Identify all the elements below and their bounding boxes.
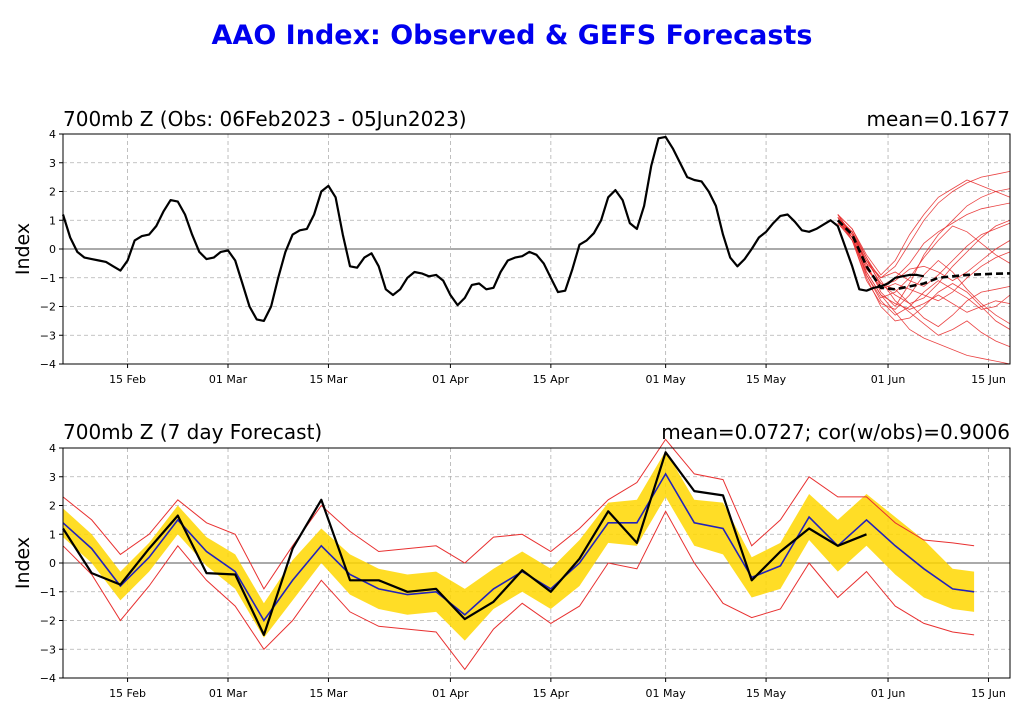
obs-panel-xtick-label: 15 Apr (533, 373, 570, 386)
panel-forecast-title: 700mb Z (7 day Forecast) (63, 420, 322, 444)
fc-panel-xtick-label: 01 May (646, 687, 687, 700)
panel-observed-mean: mean=0.1677 (867, 107, 1010, 131)
obs-panel-ytick-label: −4 (40, 358, 56, 371)
obs-panel-ytick-label: −1 (40, 272, 56, 285)
obs-panel-xtick-label: 01 May (646, 373, 687, 386)
panel-forecast-yticks: 4 3 2 1 0 −1 −2 −3 −4 (40, 442, 63, 685)
panel-observed-ylabel: Index (12, 223, 34, 275)
fc-panel-xtick-label: 15 Feb (109, 687, 146, 700)
fc-panel-xtick-label: 01 Jun (871, 687, 906, 700)
obs-panel-xtick-label: 01 Apr (432, 373, 469, 386)
ensemble-member-line (837, 214, 1011, 287)
obs-panel-xtick-label: 15 Mar (309, 373, 348, 386)
panel-observed-xticks: 15 Feb 01 Mar 15 Mar 01 Apr 15 Apr 01 May 15 M… (109, 364, 1006, 386)
obs-panel-ytick-label: 4 (49, 128, 56, 141)
obs-panel-ytick-label: 2 (49, 186, 56, 199)
obs-panel-ytick-label: −2 (40, 301, 56, 314)
panel-forecast-xticks: 15 Feb 01 Mar 15 Mar 01 Apr 15 Apr 01 May 15 M… (109, 678, 1006, 700)
ensemble-member-line (837, 179, 1011, 276)
fc-panel-ytick-label: 2 (49, 500, 56, 513)
ensemble-member-line (837, 217, 1011, 325)
fc-panel-ytick-label: 1 (49, 528, 56, 541)
member-max-line (62, 438, 975, 590)
fc-panel-xtick-label: 15 Mar (309, 687, 348, 700)
fc-panel-ytick-label: −4 (40, 672, 56, 685)
panel-observed-title: 700mb Z (Obs: 06Feb2023 - 05Jun2023) (63, 107, 467, 131)
obs-panel-xtick-label: 15 May (746, 373, 787, 386)
ensemble-member-line (837, 188, 1011, 308)
obs-panel-ytick-label: −3 (40, 329, 56, 342)
panel-observed: 700mb Z (Obs: 06Feb2023 - 05Jun2023) mea… (12, 107, 1011, 386)
ensemble-member-line (837, 222, 1011, 316)
fc-panel-xtick-label: 15 Apr (533, 687, 570, 700)
fc-panel-xtick-label: 01 Mar (209, 687, 248, 700)
fc-panel-xtick-label: 15 May (746, 687, 787, 700)
obs-panel-xtick-label: 01 Mar (209, 373, 248, 386)
fc-panel-ytick-label: 0 (49, 557, 56, 570)
panel-observed-yticks: 4 3 2 1 0 −1 −2 −3 −4 (40, 128, 63, 371)
panel-observed-grid (63, 134, 1010, 364)
ensemble-mean-line (836, 219, 1011, 291)
fc-panel-ytick-label: −3 (40, 643, 56, 656)
spread-band (63, 450, 975, 641)
ensemble-member-line (837, 220, 1011, 313)
obs-panel-ytick-label: 1 (49, 214, 56, 227)
ensemble-member-line (837, 220, 1011, 328)
obs-panel-ytick-label: 0 (49, 243, 56, 256)
panel-forecast-series (62, 438, 975, 671)
fc-panel-ytick-label: −2 (40, 615, 56, 628)
fc-panel-xtick-label: 15 Jun (971, 687, 1006, 700)
observed-line (62, 451, 867, 637)
panel-forecast-spread (63, 450, 975, 641)
observed-line (61, 135, 925, 322)
obs-panel-ytick-label: 3 (49, 157, 56, 170)
obs-panel-xtick-label: 15 Jun (971, 373, 1006, 386)
fc-panel-ytick-label: 4 (49, 442, 56, 455)
panel-forecast-mean-cor: mean=0.0727; cor(w/obs)=0.9006 (661, 420, 1010, 444)
ensemble-member-line (837, 217, 1011, 287)
panel-forecast: 700mb Z (7 day Forecast) mean=0.0727; co… (12, 420, 1011, 700)
ensemble-member-line (837, 202, 1011, 287)
figure-title: AAO Index: Observed & GEFS Forecasts (211, 20, 813, 51)
member-min-line (62, 510, 975, 671)
panel-observed-series (61, 135, 1011, 365)
obs-panel-xtick-label: 01 Jun (871, 373, 906, 386)
obs-panel-xtick-label: 15 Feb (109, 373, 146, 386)
fc-panel-ytick-label: −1 (40, 586, 56, 599)
panel-forecast-ylabel: Index (12, 537, 34, 589)
fc-panel-ytick-label: 3 (49, 471, 56, 484)
fc-panel-xtick-label: 01 Apr (432, 687, 469, 700)
